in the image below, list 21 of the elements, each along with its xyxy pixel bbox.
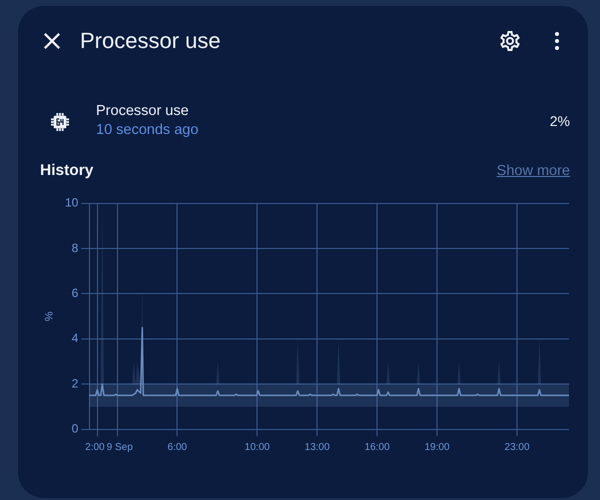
y-tick-label: 8	[72, 240, 79, 255]
x-tick-label: 19:00	[424, 442, 450, 454]
x-tick-label: 10:00	[244, 442, 270, 454]
y-axis-title: %	[44, 311, 56, 322]
x-tick-label: 9 Sep	[106, 442, 134, 454]
text: 2%	[550, 112, 570, 130]
y-tick-label: 4	[72, 331, 79, 346]
text: Processor use	[96, 102, 189, 120]
text: Show more	[496, 162, 570, 180]
x-tick-label: 2:00	[85, 442, 106, 454]
x-tick-label: 6:00	[168, 442, 188, 454]
chart-title: Processor use	[80, 27, 221, 55]
chart-subtitle: History	[40, 162, 94, 180]
y-tick-label: 6	[72, 286, 79, 300]
x-tick-label: 13:00	[304, 442, 330, 454]
y-tick-label: 2	[72, 376, 79, 390]
x-tick-label: 16:00	[364, 442, 390, 454]
text: 10 seconds ago	[96, 121, 198, 139]
x-tick-label: 23:00	[504, 442, 530, 454]
y-tick-label: 10	[64, 196, 79, 210]
y-tick-label: 0	[72, 422, 79, 436]
